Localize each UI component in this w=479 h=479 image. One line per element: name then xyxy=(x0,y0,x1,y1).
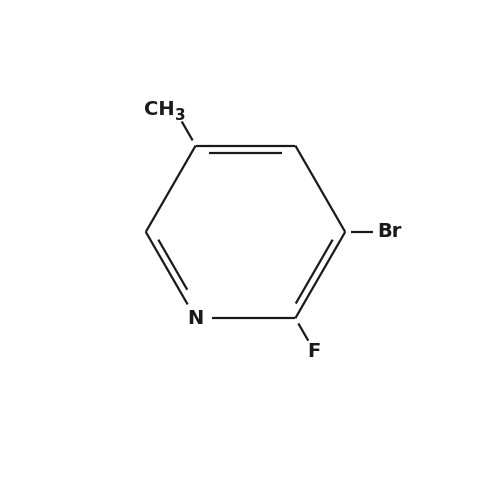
Text: F: F xyxy=(308,342,321,361)
Text: CH: CH xyxy=(144,100,175,119)
Text: 3: 3 xyxy=(175,108,186,123)
Text: N: N xyxy=(187,309,204,328)
Text: Br: Br xyxy=(377,222,401,241)
